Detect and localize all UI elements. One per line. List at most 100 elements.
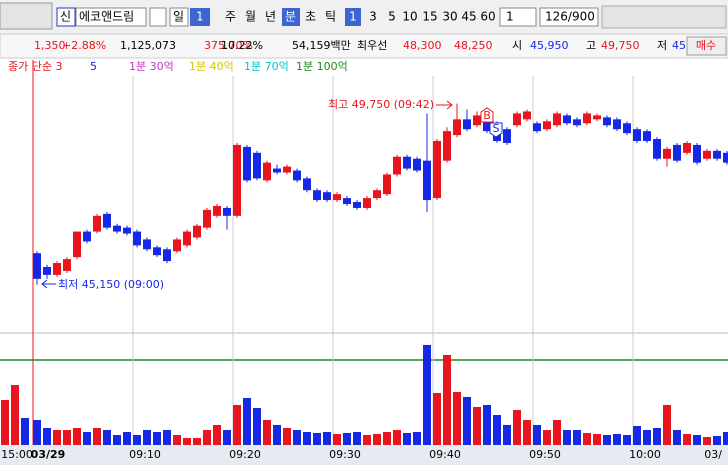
volume-bar (453, 392, 461, 445)
turnover: 10.22% (221, 39, 263, 52)
candle-body (683, 142, 691, 153)
candle-body (313, 190, 321, 201)
interval-button[interactable]: 1 (349, 10, 357, 24)
volume-bar (373, 434, 381, 445)
candle-body (503, 129, 511, 143)
badge-box[interactable] (56, 7, 76, 27)
candle-body (603, 117, 611, 126)
volume-bar (553, 420, 561, 445)
candle-body (623, 123, 631, 134)
x-axis (0, 445, 728, 465)
tool-icons[interactable] (601, 5, 727, 29)
legend-item: 1분 40억 (189, 60, 234, 73)
unit-button[interactable]: 분 (285, 10, 296, 24)
volume-bar (313, 433, 321, 445)
interval-value[interactable]: 1 (506, 10, 514, 24)
bid: 48,250 (454, 39, 493, 52)
candle-body (43, 267, 51, 275)
amount: 54,159백만 (292, 39, 351, 52)
period-count[interactable]: 1 (196, 10, 204, 24)
candle-body (213, 205, 221, 216)
volume-bar (173, 435, 181, 445)
volume-bar (643, 430, 651, 445)
unit-button[interactable]: 주 (225, 10, 236, 24)
interval-selected[interactable] (345, 8, 361, 26)
interval-button[interactable]: 30 (442, 10, 457, 24)
volume-bar (103, 430, 111, 445)
unit-button[interactable]: 월 (245, 10, 256, 24)
volume-bar (693, 435, 701, 445)
period[interactable]: 일 (173, 10, 184, 24)
interval-button[interactable]: 45 (461, 10, 476, 24)
buy-marker: B (483, 109, 491, 122)
volume-bar (713, 436, 721, 445)
candle-body (233, 144, 241, 216)
badge[interactable]: 신 (60, 10, 71, 24)
interval-input[interactable] (499, 7, 537, 27)
min-arrow (41, 279, 56, 289)
candle-body (273, 168, 281, 173)
unit-button[interactable]: 틱 (325, 10, 336, 24)
volume-bar (93, 428, 101, 445)
candle-body (553, 113, 561, 126)
interval-button[interactable]: 10 (402, 10, 417, 24)
x-tick-label: 09:20 (229, 448, 261, 461)
x-tick-label: 09:40 (429, 448, 461, 461)
candle-body (723, 152, 728, 163)
volume-bar (593, 434, 601, 445)
candle-body (653, 139, 661, 159)
period-box[interactable] (169, 7, 189, 27)
unit-button[interactable]: 초 (305, 10, 316, 24)
buy-button[interactable] (686, 36, 727, 56)
icon[interactable] (149, 7, 167, 27)
legend-item: 1분 30억 (129, 60, 174, 73)
legend-item: 1분 100억 (296, 60, 348, 73)
candle-body (323, 192, 331, 201)
volume-bar (11, 385, 19, 445)
stock-name[interactable]: 에코앤드림 (79, 10, 134, 24)
candle-body (393, 156, 401, 175)
volume-bar (513, 410, 521, 445)
candle-body (153, 247, 161, 256)
volume-bar (113, 435, 121, 445)
period-count-box[interactable] (190, 8, 210, 26)
volume-bar (383, 432, 391, 445)
candle-body (303, 178, 311, 191)
tool-icons[interactable] (0, 2, 53, 30)
change-rate: +2.88% (62, 39, 106, 52)
candle-body (223, 207, 231, 216)
interval-button[interactable]: 15 (422, 10, 437, 24)
candle-body (363, 198, 371, 208)
sell-marker-shape (489, 122, 503, 138)
volume-bar (533, 425, 541, 445)
min-label: 최저 45,150 (09:00) (58, 278, 164, 291)
volume-bar (353, 432, 361, 445)
candle-body (123, 227, 131, 234)
candle-body (403, 156, 411, 169)
stock-box[interactable] (75, 7, 147, 27)
unit-selected[interactable] (282, 8, 300, 26)
volume-bar (33, 420, 41, 445)
unit-button[interactable]: 년 (265, 10, 276, 24)
volume-bar (413, 432, 421, 445)
candle-body (143, 239, 151, 250)
interval-button[interactable]: 5 (388, 10, 396, 24)
open: 45,950 (530, 39, 569, 52)
candle-body (183, 231, 191, 246)
interval-button[interactable]: 3 (369, 10, 377, 24)
interval-button[interactable]: 60 (480, 10, 495, 24)
volume-bar (21, 418, 29, 445)
volume-bar (703, 437, 711, 445)
buy-button-label[interactable]: 매수 (696, 39, 716, 52)
volume-bar (623, 435, 631, 445)
quote-bar (0, 33, 728, 59)
candle-body (513, 113, 521, 126)
volume-bar (463, 397, 471, 445)
candle-body (333, 194, 341, 201)
volume-bar (223, 430, 231, 445)
candle-body (463, 119, 471, 130)
candle-body (203, 209, 211, 228)
high: 49,750 (601, 39, 640, 52)
volume-bar (43, 428, 51, 445)
x-tick-label: 09:30 (329, 448, 361, 461)
